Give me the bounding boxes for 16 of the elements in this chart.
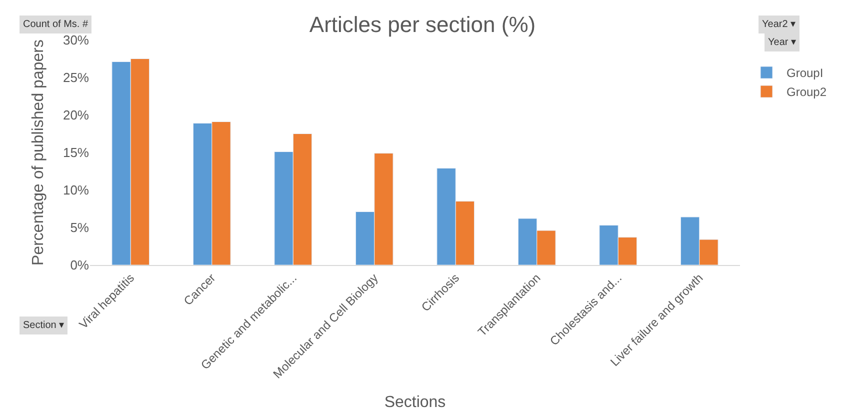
chart-title: Articles per section (%) [309,12,536,38]
text: Section ▾ [23,320,64,331]
y-tick-label: 25% [62,70,90,86]
y-tick-label: 30% [62,32,90,48]
y-tick-label: 15% [62,145,90,160]
text: Year ▾ [768,37,796,48]
legend-label: GroupI [786,66,824,80]
y-tick-label: 20% [62,108,90,123]
y-tick-label: 10% [62,182,90,198]
text: Year2 ▾ [762,19,796,30]
text: Count of Ms. # [23,19,88,30]
legend-label: Group2 [786,85,827,100]
y-tick-label: 0% [70,258,90,273]
y-axis-title: Percentage of published papers [30,40,47,266]
y-tick-label: 5% [70,220,90,236]
x-axis-title: Sections [384,394,446,411]
